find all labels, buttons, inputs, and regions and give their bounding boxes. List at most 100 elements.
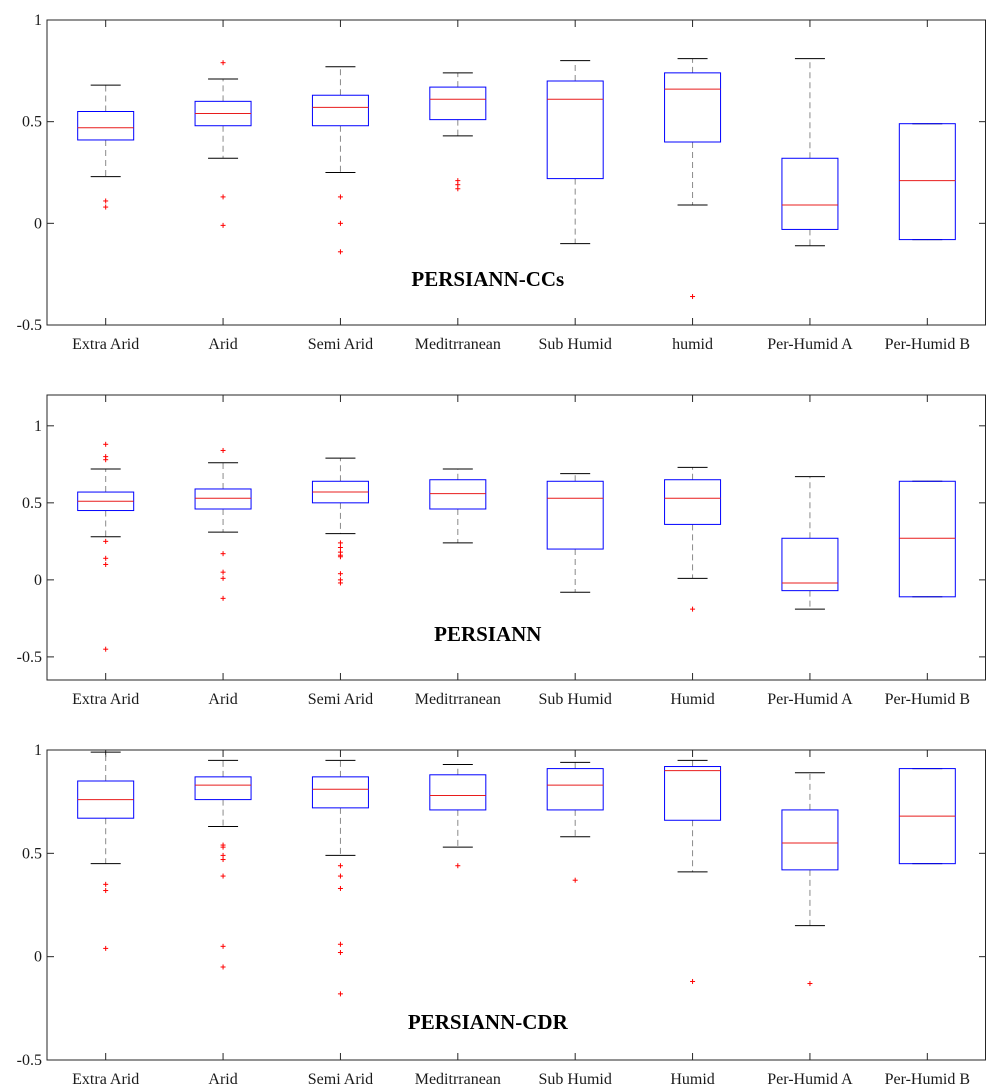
x-tick-label: Per-Humid A (767, 691, 853, 708)
outlier-point (690, 606, 696, 612)
box-2 (194, 60, 252, 228)
x-tick-label: Semi Arid (308, 336, 373, 353)
box-7 (781, 476, 839, 610)
panel-title: PERSIANN-CDR (408, 1010, 569, 1034)
x-tick-label: Meditrranean (415, 1071, 501, 1088)
x-tick-label: Per-Humid A (767, 1071, 853, 1088)
iqr-box (194, 776, 252, 801)
outlier-point (103, 457, 109, 463)
outlier-point (455, 863, 461, 869)
box-6 (664, 759, 722, 984)
x-tick-label: Sub Humid (539, 1071, 612, 1088)
outlier-point (337, 554, 343, 560)
x-tick-label: Extra Arid (72, 1071, 139, 1088)
outlier-point (337, 194, 343, 200)
y-tick-label: -0.5 (17, 649, 42, 666)
outlier-point (337, 941, 343, 947)
y-tick-label: 0.5 (22, 845, 42, 862)
iqr-box (429, 479, 487, 510)
y-tick-label: 0.5 (22, 114, 42, 131)
box-7 (781, 58, 839, 247)
y-tick-label: 0 (34, 572, 42, 589)
iqr-box (781, 537, 839, 592)
outlier-point (337, 873, 343, 879)
y-tick-label: -0.5 (17, 317, 42, 334)
x-tick-label: Extra Arid (72, 336, 139, 353)
outlier-point (337, 545, 343, 551)
outlier-point (220, 595, 226, 601)
outlier-point (337, 863, 343, 869)
x-tick-label: Semi Arid (308, 691, 373, 708)
iqr-box (664, 766, 722, 821)
box-5 (546, 473, 604, 593)
outlier-point (220, 194, 226, 200)
iqr-box (898, 480, 956, 598)
box-1 (77, 441, 135, 652)
x-tick-label: Arid (208, 1071, 237, 1088)
outlier-point (220, 943, 226, 949)
outlier-point (103, 646, 109, 652)
box-8 (898, 123, 956, 241)
outlier-point (337, 580, 343, 586)
outlier-point (337, 220, 343, 226)
x-tick-label: Arid (208, 691, 237, 708)
iqr-box (194, 488, 252, 510)
outlier-point (337, 885, 343, 891)
iqr-box (664, 72, 722, 143)
box-7 (781, 772, 839, 987)
box-4 (429, 72, 487, 192)
panel-title: PERSIANN (434, 622, 541, 646)
box-6 (664, 466, 722, 612)
outlier-point (220, 844, 226, 850)
box-6 (664, 58, 722, 300)
iqr-box (77, 111, 135, 141)
panel-3: -0.5 0 0.5 1 Extra Arid Arid Semi Arid Meditrra… (17, 742, 986, 1088)
iqr-box (664, 479, 722, 525)
x-tick-label: Humid (670, 691, 714, 708)
box-2 (194, 759, 252, 970)
panel-1: -0.5 0 0.5 1 Extra Arid Arid Semi Arid Meditrra… (17, 12, 986, 353)
x-tick-label: Per-Humid B (885, 1071, 970, 1088)
outlier-point (220, 60, 226, 66)
outlier-point (337, 950, 343, 956)
outlier-point (220, 222, 226, 228)
x-tick-label: Sub Humid (539, 336, 612, 353)
outlier-point (220, 569, 226, 575)
y-tick-label: 0.5 (22, 495, 42, 512)
outlier-point (572, 877, 578, 883)
outlier-point (337, 991, 343, 997)
x-tick-label: Sub Humid (539, 691, 612, 708)
box-4 (429, 468, 487, 544)
outlier-point (103, 561, 109, 567)
iqr-box (311, 776, 369, 809)
outlier-point (103, 204, 109, 210)
y-tick-label: 0 (34, 215, 42, 232)
outlier-point (455, 186, 461, 192)
outlier-point (103, 441, 109, 447)
iqr-box (781, 809, 839, 871)
box-1 (77, 751, 135, 951)
outlier-point (103, 888, 109, 894)
outlier-point (220, 857, 226, 863)
box-5 (546, 761, 604, 883)
iqr-box (429, 774, 487, 811)
box-8 (898, 768, 956, 865)
iqr-box (546, 80, 604, 180)
outlier-point (690, 294, 696, 300)
box-4 (429, 763, 487, 869)
outlier-point (220, 873, 226, 879)
x-tick-label: Semi Arid (308, 1071, 373, 1088)
box-3 (311, 457, 369, 586)
outlier-point (103, 881, 109, 887)
x-tick-label: Humid (670, 1071, 714, 1088)
outlier-point (337, 571, 343, 577)
iqr-box (898, 123, 956, 241)
box-2 (194, 447, 252, 601)
box-5 (546, 60, 604, 245)
x-tick-label: Meditrranean (415, 336, 501, 353)
iqr-box (311, 94, 369, 127)
outlier-point (103, 198, 109, 204)
y-tick-label: 1 (34, 742, 42, 759)
outlier-point (337, 540, 343, 546)
